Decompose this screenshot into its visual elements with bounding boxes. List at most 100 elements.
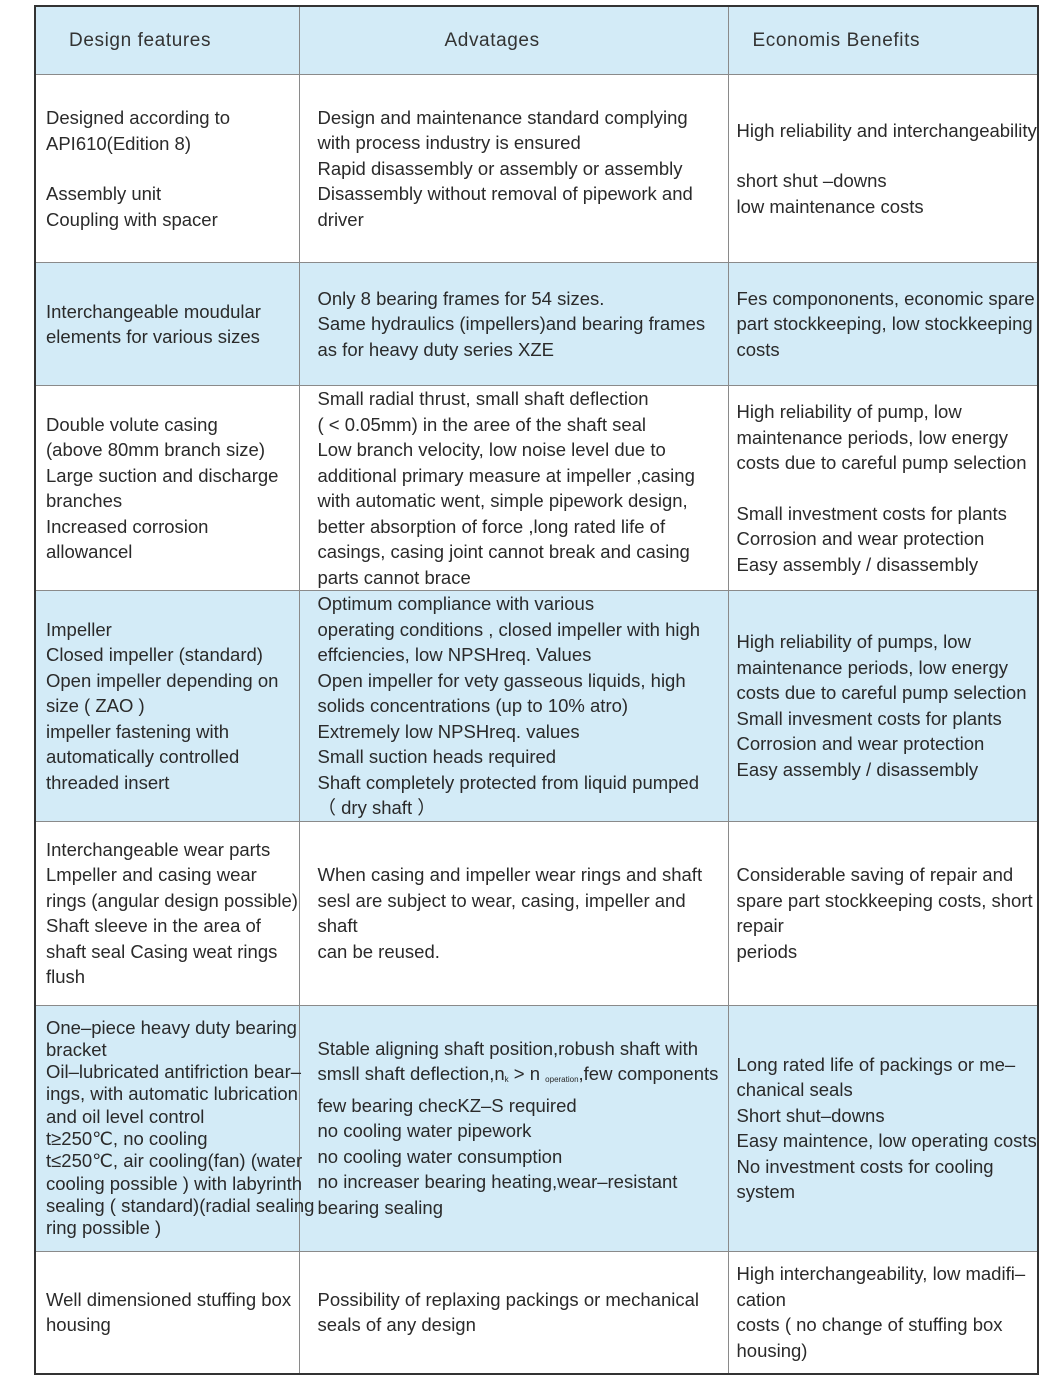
cell-line: no cooling water consumption — [317, 1145, 563, 1167]
cell-line: costs due to careful pump selection — [736, 682, 1027, 704]
cell-line: part stockkeeping, low stockkeeping — [736, 313, 1033, 335]
advantage-cell: When casing and impeller wear rings and … — [298, 820, 729, 1006]
cell-line: elements for various sizes — [46, 326, 260, 347]
cell-line: When casing and impeller wear rings and … — [317, 864, 703, 885]
cell-line: Coupling with spacer — [46, 208, 218, 230]
cell-line: few bearing checKZ–S required — [317, 1094, 577, 1116]
cell-line: API610(Edition 8) — [46, 132, 192, 154]
cell-line: system — [736, 1181, 796, 1202]
cell-line: Short shut–downs — [736, 1104, 885, 1126]
cell-line: sesl are subject to wear, casing, impell… — [317, 889, 686, 911]
cell-line: Shaft completely protected from liquid p… — [317, 771, 700, 793]
cell-line: cation — [736, 1288, 786, 1310]
benefit-cell: High reliability of pump, low maintenance… — [727, 385, 1039, 591]
cell-line — [737, 476, 1034, 501]
cell-line: shaft seal Casing weat rings — [46, 940, 278, 962]
features-table: Design features Advatages Economis Benef… — [34, 5, 1039, 1375]
cell-line: Closed impeller (standard) — [46, 644, 263, 665]
cell-line: as for heavy duty series XZE — [317, 338, 555, 360]
text-segment: ,few components — [578, 1063, 719, 1085]
cell-line: Lmpeller and casing wear — [46, 864, 257, 885]
cell-line: High reliability and interchangeability — [736, 119, 1037, 141]
design-feature-cell: Well dimensioned stuffing box housing — [34, 1250, 300, 1375]
design-feature-cell: One–piece heavy duty bearing bracket Oil–l… — [34, 1004, 315, 1252]
cell-line: rings (angular design possible) — [46, 889, 298, 911]
cell-line: Optimum compliance with various — [317, 593, 595, 614]
cell-line: impeller fastening with — [46, 720, 230, 742]
text-segment: smsll shaft deflection,n — [317, 1063, 505, 1085]
cell-line: Open impeller for vety gasseous liquids,… — [317, 669, 686, 691]
cell-line: low maintenance costs — [736, 195, 924, 217]
cell-line: sealing ( standard)(radial sealing — [46, 1194, 315, 1216]
cell-line: （ dry shaft ） — [317, 797, 436, 818]
cell-line: Only 8 bearing frames for 54 sizes. — [317, 287, 605, 309]
cell-line: bracket — [46, 1038, 107, 1060]
cell-line: housing) — [736, 1339, 808, 1361]
cell-line: Long rated life of packings or me– — [736, 1053, 1016, 1075]
cell-line: High reliability of pumps, low — [736, 631, 971, 653]
cell-line: size ( ZAO ) — [46, 695, 145, 716]
cell-line: Easy assembly / disassembly — [736, 758, 979, 780]
cell-line: Interchangeable moudular — [46, 300, 261, 322]
cell-line — [46, 156, 295, 181]
cell-line: Open impeller depending on — [46, 669, 279, 691]
text-segment: > n — [508, 1063, 546, 1085]
table-row: Well dimensioned stuffing box housing Poss… — [34, 1250, 1039, 1375]
header-row: Design features Advatages Economis Benef… — [34, 5, 1039, 75]
header-economic-benefits: Economis Benefits — [727, 5, 1039, 75]
cell-line: Same hydraulics (impellers)and bearing f… — [317, 313, 706, 335]
cell-line: costs due to careful pump selection — [736, 452, 1027, 473]
cell-line: solids concentrations (up to 10% atro) — [317, 695, 629, 716]
cell-line: maintenance periods, low energy — [736, 656, 1009, 678]
design-feature-cell: Designed according to API610(Edition 8) As… — [34, 74, 300, 263]
cell-line: Well dimensioned stuffing box — [46, 1288, 292, 1310]
cell-line: Large suction and discharge — [46, 464, 279, 486]
table-body: Designed according to API610(Edition 8) As… — [34, 74, 1039, 1375]
cell-line: cooling possible ) with labyrinth — [46, 1172, 303, 1194]
cell-line: No investment costs for cooling — [736, 1155, 994, 1177]
cell-line: Oil–lubricated antifriction bear– — [46, 1061, 302, 1083]
cell-line: automatically controlled — [46, 746, 240, 767]
cell-line: with automatic went, simple pipework des… — [317, 490, 688, 511]
cell-line: shaft — [317, 915, 358, 936]
cell-line: t≥250℃, no cooling — [46, 1128, 208, 1149]
benefit-cell: Long rated life of packings or me– chanic… — [727, 1004, 1039, 1252]
cell-line: driver — [317, 208, 364, 230]
cell-line: Increased corrosion — [46, 515, 209, 537]
table-row: Designed according to API610(Edition 8) As… — [34, 74, 1039, 263]
cell-line — [737, 143, 1034, 168]
cell-line: Corrosion and wear protection — [736, 528, 985, 549]
cell-line: Designed according to — [46, 107, 231, 128]
cell-line: smsll shaft deflection,nk > n operation,… — [318, 1061, 724, 1093]
advantage-cell: Only 8 bearing frames for 54 sizes. Same … — [298, 262, 729, 386]
cell-line: Easy assembly / disassembly — [736, 553, 979, 575]
cell-line: Low branch velocity, low noise level due… — [317, 439, 666, 460]
cell-line: Small radial thrust, small shaft deflect… — [317, 388, 649, 409]
design-feature-cell: Double volute casing (above 80mm branch s… — [34, 385, 300, 591]
cell-line: chanical seals — [736, 1079, 853, 1100]
cell-line: Shaft sleeve in the area of — [46, 915, 261, 936]
cell-line: housing — [46, 1314, 111, 1336]
cell-line: ring possible ) — [46, 1217, 162, 1239]
cell-line: bearing sealing — [317, 1196, 443, 1218]
cell-line: effciencies, low NPSHreq. Values — [317, 644, 592, 665]
cell-line: threaded insert — [46, 771, 170, 793]
benefit-cell: High reliability of pumps, low maintenanc… — [727, 590, 1039, 822]
cell-line: additional primary measure at impeller ,… — [317, 464, 695, 486]
cell-line: Small investment costs for plants — [736, 502, 1007, 524]
cell-line: spare part stockkeeping costs, short — [736, 889, 1033, 911]
table-row: One–piece heavy duty bearing bracket Oil–l… — [34, 1004, 1039, 1252]
cell-line: Small invesment costs for plants — [736, 707, 1002, 729]
cell-line: and oil level control — [46, 1105, 205, 1127]
cell-line: branches — [46, 490, 123, 511]
cell-line: High reliability of pump, low — [736, 401, 962, 422]
advantage-cell: Design and maintenance standard complyin… — [298, 74, 729, 263]
cell-line: Assembly unit — [46, 183, 162, 204]
benefit-cell: Considerable saving of repair and spare p… — [727, 820, 1039, 1006]
cell-line: operating conditions , closed impeller w… — [317, 618, 701, 640]
cell-line: no increaser bearing heating,wear–resist… — [317, 1171, 678, 1193]
header-design-features: Design features — [34, 5, 300, 75]
advantage-cell: Stable aligning shaft position,robush sh… — [298, 1004, 729, 1252]
benefit-cell: High interchangeability, low madifi– cati… — [727, 1250, 1039, 1375]
subscript: k — [504, 1075, 509, 1085]
